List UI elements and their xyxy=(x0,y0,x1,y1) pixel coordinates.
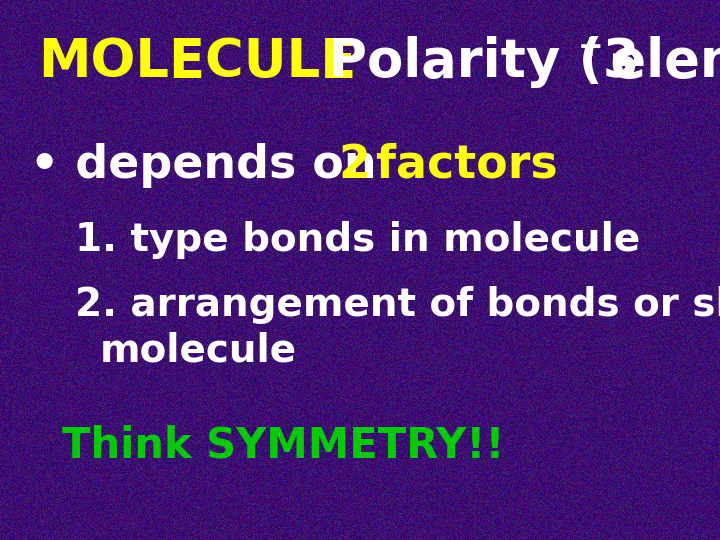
Text: molecule: molecule xyxy=(100,331,297,369)
Text: 2. arrangement of bonds or shape of: 2. arrangement of bonds or shape of xyxy=(75,286,720,324)
Text: 2: 2 xyxy=(338,143,370,187)
Text: factors: factors xyxy=(360,143,557,187)
Text: Polarity (3: Polarity (3 xyxy=(310,36,639,88)
Text: elements): elements) xyxy=(592,36,720,88)
Text: MOLECULE: MOLECULE xyxy=(38,36,356,88)
Text: +: + xyxy=(578,33,603,63)
Text: Think SYMMETRY!!: Think SYMMETRY!! xyxy=(62,424,505,466)
Text: • depends on: • depends on xyxy=(30,143,392,187)
Text: 1. type bonds in molecule: 1. type bonds in molecule xyxy=(75,221,640,259)
